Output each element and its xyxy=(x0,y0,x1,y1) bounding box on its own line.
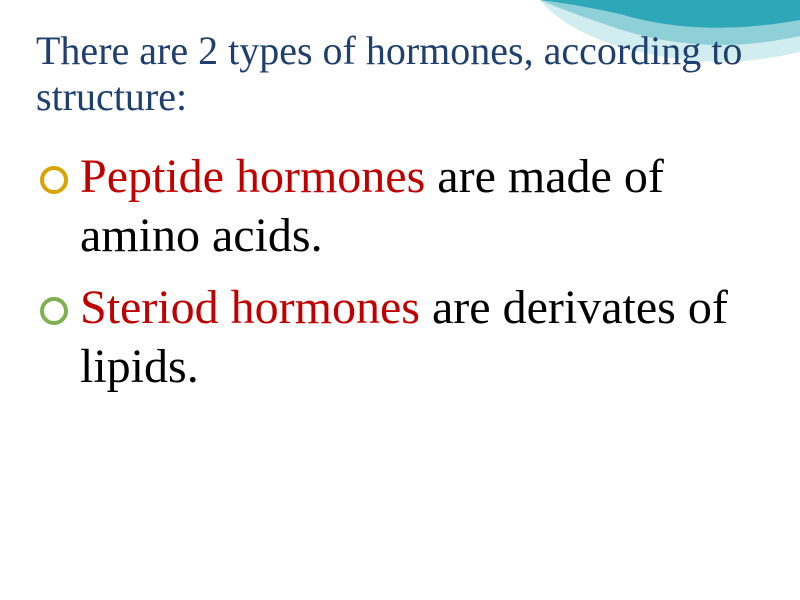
slide-title: There are 2 types of hormones, according… xyxy=(36,28,764,120)
slide: There are 2 types of hormones, according… xyxy=(0,0,800,600)
bullet-item-2: Steriod hormones are derivates of lipids… xyxy=(36,279,764,396)
bullet-list: Peptide hormones are made of amino acids… xyxy=(36,148,764,396)
bullet-1-highlight: Peptide hormones xyxy=(80,150,437,203)
bullet-2-highlight: Steriod hormones xyxy=(80,281,432,334)
bullet-item-1: Peptide hormones are made of amino acids… xyxy=(36,148,764,265)
